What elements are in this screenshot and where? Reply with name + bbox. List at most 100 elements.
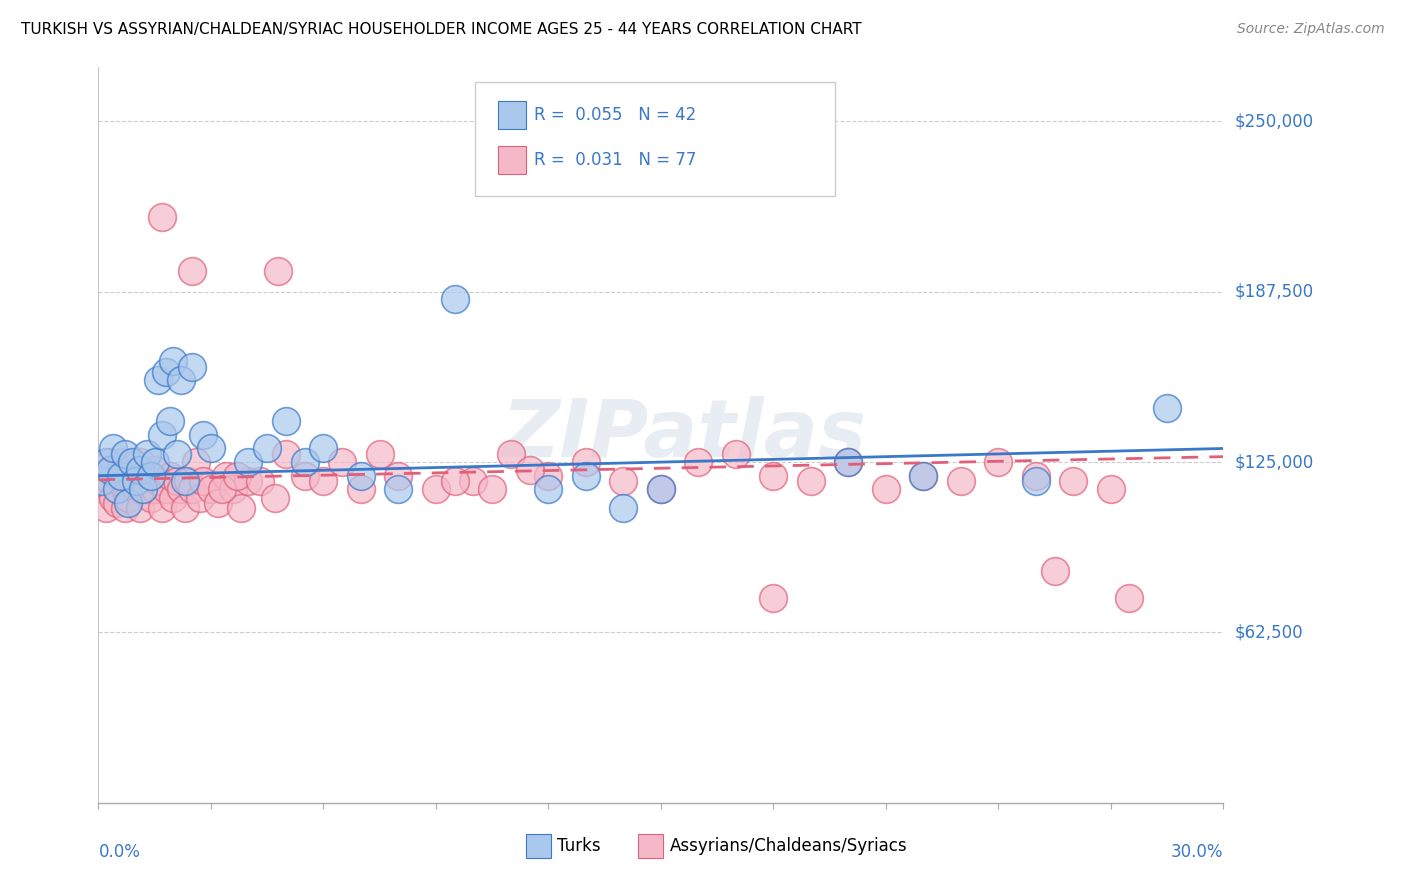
Point [762,591,785,606]
Point [98,455,121,469]
Point [162,354,184,368]
Text: $187,500: $187,500 [1234,283,1313,301]
Bar [498,102,526,129]
Point [1118,591,1140,606]
Point [443,474,465,488]
Point [117,463,139,477]
Point [1156,401,1178,415]
Point [229,501,252,516]
Point [350,468,373,483]
Point [184,455,207,469]
Point [1043,564,1066,578]
Point [125,474,148,488]
Point [98,474,121,488]
Point [181,359,204,374]
Text: 0.0%: 0.0% [98,843,141,862]
Point [207,496,229,510]
Point [94,501,117,516]
Point [132,483,155,497]
Point [139,491,162,505]
Point [150,427,173,442]
Point [105,468,128,483]
Point [294,455,316,469]
Point [837,455,859,469]
Point [912,468,935,483]
Point [425,483,447,497]
Point [443,292,465,306]
Point [949,474,972,488]
Point [143,463,166,477]
Point [238,455,260,469]
Point [575,455,598,469]
Point [110,468,132,483]
Point [155,365,177,379]
Text: Source: ZipAtlas.com: Source: ZipAtlas.com [1237,22,1385,37]
Text: $125,000: $125,000 [1234,453,1313,471]
Point [312,474,335,488]
Text: R =  0.055   N = 42: R = 0.055 N = 42 [534,106,696,125]
Point [159,414,181,428]
Point [143,455,166,469]
Point [211,483,233,497]
Point [150,501,173,516]
Point [177,474,200,488]
Point [121,474,143,488]
Point [650,483,672,497]
Point [481,483,503,497]
Point [762,468,785,483]
Point [173,501,195,516]
FancyBboxPatch shape [475,81,835,195]
Point [91,474,114,488]
Point [166,474,188,488]
Point [170,483,193,497]
Text: 30.0%: 30.0% [1171,843,1223,862]
Point [387,483,409,497]
Point [181,264,204,278]
Point [114,501,136,516]
Point [132,474,155,488]
Point [1025,468,1047,483]
Point [274,447,297,461]
Point [200,483,222,497]
Point [136,483,159,497]
Point [987,455,1010,469]
Point [537,468,560,483]
Text: R =  0.031   N = 77: R = 0.031 N = 77 [534,151,696,169]
Point [159,468,181,483]
Point [312,442,335,456]
Point [128,501,150,516]
Point [166,447,188,461]
Point [150,210,173,224]
Text: $250,000: $250,000 [1234,112,1313,130]
Point [1025,474,1047,488]
Point [650,483,672,497]
Bar [638,834,664,858]
Point [263,491,285,505]
Text: ZIPatlas: ZIPatlas [501,396,866,474]
Point [128,463,150,477]
Point [575,468,598,483]
Point [688,455,710,469]
Point [143,483,166,497]
Point [193,474,215,488]
Point [105,483,128,497]
Point [215,468,238,483]
Text: TURKISH VS ASSYRIAN/CHALDEAN/SYRIAC HOUSEHOLDER INCOME AGES 25 - 44 YEARS CORREL: TURKISH VS ASSYRIAN/CHALDEAN/SYRIAC HOUS… [21,22,862,37]
Point [200,442,222,456]
Point [612,474,634,488]
Point [724,447,747,461]
Point [267,264,290,278]
Point [294,468,316,483]
Point [875,483,897,497]
Point [103,463,125,477]
Point [463,474,485,488]
Point [103,491,125,505]
Point [350,483,373,497]
Point [91,483,114,497]
Point [136,447,159,461]
Point [162,491,184,505]
Point [330,455,353,469]
Point [170,373,193,387]
Point [1062,474,1084,488]
Point [114,447,136,461]
